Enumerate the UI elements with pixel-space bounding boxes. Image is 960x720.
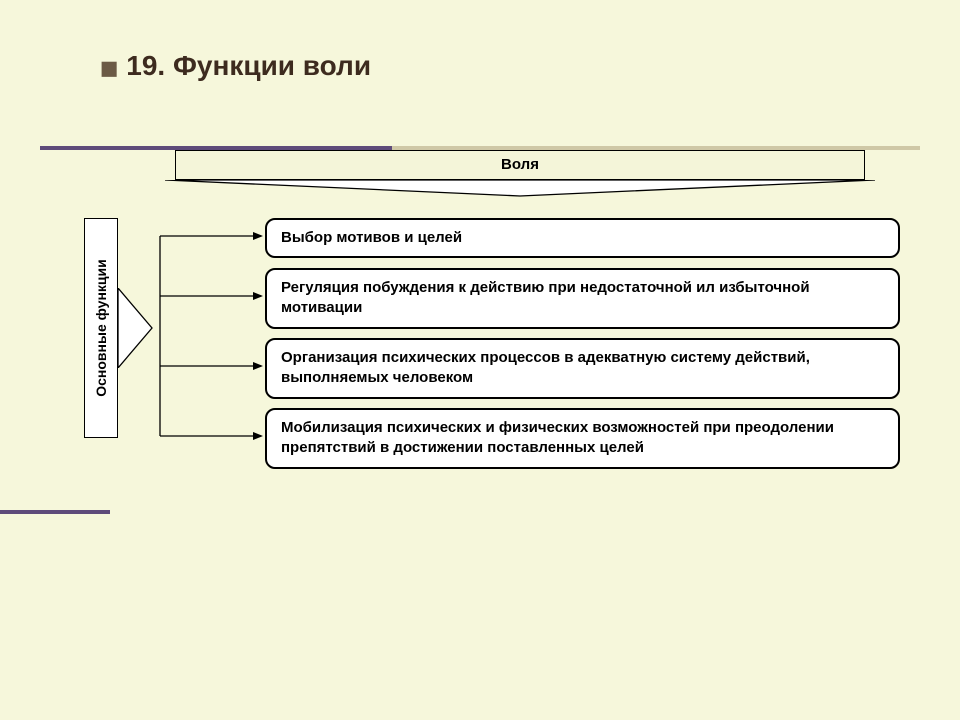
left-accent-rule — [0, 510, 110, 514]
title-text: 19. Функции воли — [126, 50, 371, 81]
function-box: Организация психических процессов в адек… — [265, 338, 900, 399]
banner-box: Воля — [175, 150, 865, 180]
title-bullet-icon: ◼ — [100, 55, 118, 80]
function-text: Регуляция побуждения к действию при недо… — [281, 279, 810, 316]
function-box: Регуляция побуждения к действию при недо… — [265, 268, 900, 329]
function-box: Выбор мотивов и целей — [265, 218, 900, 258]
sidebar-box: Основные функции — [84, 218, 118, 438]
function-box: Мобилизация психических и физических воз… — [265, 408, 900, 469]
function-text: Организация психических процессов в адек… — [281, 349, 810, 386]
sidebar-triangle-icon — [118, 288, 154, 373]
banner: Воля — [175, 150, 865, 198]
sidebar-label: Основные функции — [93, 259, 109, 397]
function-text: Выбор мотивов и целей — [281, 229, 462, 246]
page-title: ◼ 19. Функции воли — [100, 50, 371, 82]
function-text: Мобилизация психических и физических воз… — [281, 419, 834, 456]
banner-label: Воля — [501, 156, 539, 173]
